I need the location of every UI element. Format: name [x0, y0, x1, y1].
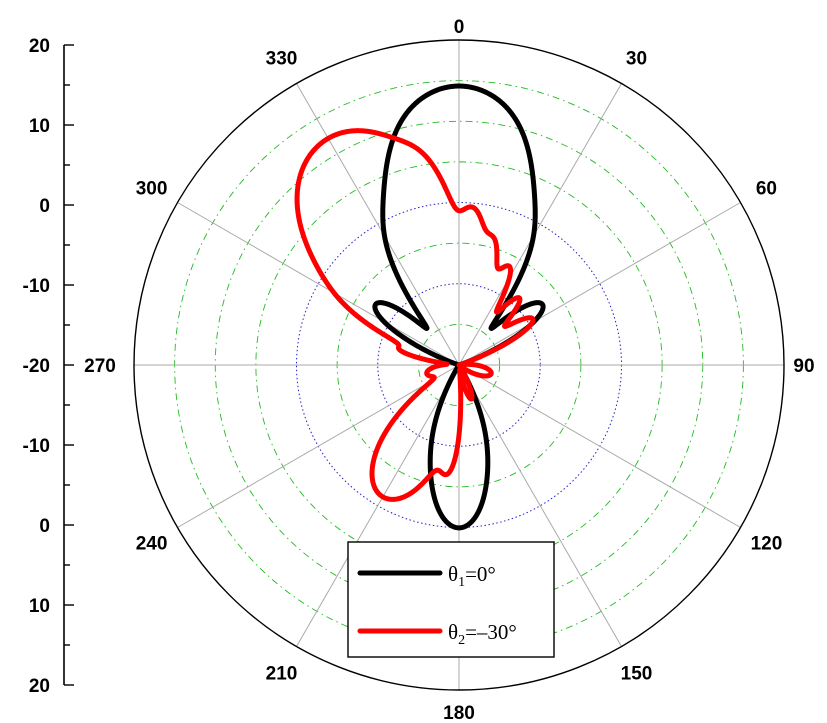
angle-tick-label: 270 — [84, 356, 116, 377]
scale-tick-label: 10 — [29, 116, 50, 137]
scale-tick-label: 20 — [29, 676, 50, 697]
scale-tick-label: 0 — [39, 196, 50, 217]
scale-tick-label: -20 — [23, 356, 50, 377]
scale-tick-label: 20 — [29, 36, 50, 57]
scale-tick-label: 10 — [29, 596, 50, 617]
scale-tick-label: 0 — [39, 516, 50, 537]
series-layer — [294, 83, 546, 531]
angle-tick-label: 0 — [454, 17, 465, 38]
angle-tick-label: 120 — [751, 534, 783, 555]
spoke-line — [177, 202, 460, 366]
series-curve-theta2 — [294, 128, 536, 502]
angle-tick-label: 90 — [793, 356, 814, 377]
legend-box — [347, 541, 555, 658]
angle-tick-label: 300 — [136, 179, 168, 200]
angle-tick-labels: 0 30 60 90 120 150 180 210 240 270 300 330 — [84, 17, 814, 723]
spoke-line — [458, 202, 741, 366]
angle-tick-label: 330 — [266, 49, 298, 70]
angle-tick-label: 150 — [621, 663, 653, 684]
spoke-line — [458, 364, 622, 647]
angle-tick-label: 30 — [626, 49, 647, 70]
angle-tick-label: 240 — [136, 534, 168, 555]
radial-scale-axis: 20 10 0 -10 -20 -10 0 10 20 — [23, 36, 74, 697]
legend: θ1=0° θ2=–30° — [347, 541, 555, 658]
spoke-line — [296, 83, 460, 366]
spoke-line — [458, 364, 741, 528]
spoke-line — [296, 364, 460, 647]
angle-tick-label: 180 — [443, 703, 475, 723]
legend-label: θ2=–30° — [448, 620, 517, 648]
outer-ring — [133, 39, 785, 691]
series-curve-theta1 — [372, 83, 546, 531]
angle-tick-label: 210 — [266, 663, 298, 684]
legend-label: θ1=0° — [448, 562, 496, 590]
spoke-line — [458, 83, 622, 366]
scale-tick-label: -10 — [23, 436, 50, 457]
scale-tick-label: -10 — [23, 276, 50, 297]
angle-tick-label: 60 — [756, 179, 777, 200]
spoke-line — [177, 364, 460, 528]
